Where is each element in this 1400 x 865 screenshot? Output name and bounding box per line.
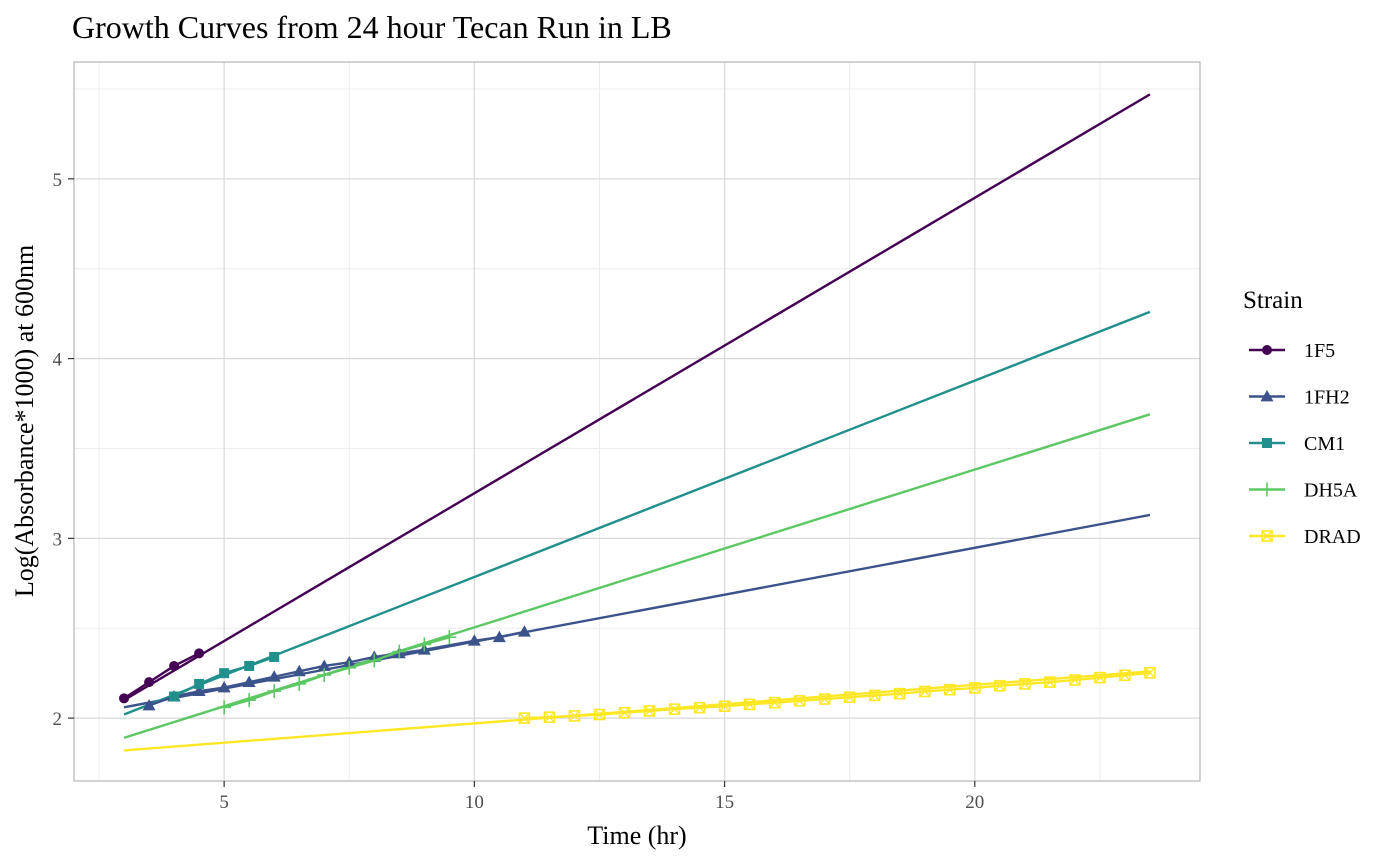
minor-gridlines [74,62,1200,781]
data-point-dh5a [317,667,332,682]
legend-item-dh5a: DH5A [1249,480,1358,502]
panel-border [73,61,1201,782]
data-point-drad [968,682,981,694]
data-point-drad [943,683,956,696]
y-tick-label: 2 [53,709,63,730]
data-point-1fh2 [267,670,281,682]
data-point-drad [693,701,706,714]
data-point-1fh2 [517,625,531,637]
data-point-1fh2 [217,681,231,693]
x-axis: 5 10 15 20 [219,781,984,813]
data-point-drad [1119,669,1131,682]
data-point-cm1 [244,660,255,671]
legend-label: 1FH2 [1304,387,1350,409]
legend-key-marker [1260,390,1274,402]
data-point-drad [593,708,606,721]
data-point-drad [768,696,781,709]
legend-label: DH5A [1304,480,1358,502]
legend-item-1f5: 1F5 [1249,340,1335,362]
data-point-1fh2 [292,664,306,677]
data-point-1f5 [144,677,155,688]
data-point-drad [1144,666,1156,679]
data-point-drad [668,703,681,715]
y-tick-label: 3 [53,529,63,550]
data-point-1f5 [119,693,130,704]
data-point-dh5a [442,630,457,645]
legend-item-1fh2: 1FH2 [1249,387,1350,409]
data-point-dh5a [367,653,382,668]
fit-line-1f5 [123,93,1151,702]
fit-line-cm1 [123,310,1151,716]
data-point-dh5a [392,644,407,659]
data-point-cm1 [269,651,280,662]
data-point-drad [918,685,931,698]
legend-key-marker [1262,438,1272,448]
data-point-1f5 [194,648,205,659]
data-point-dh5a [292,676,307,691]
data-points [119,625,1156,724]
data-point-drad [868,689,881,702]
y-tick-label: 5 [53,170,63,191]
x-tick-label: 10 [465,792,484,813]
data-point-1f5 [169,660,180,671]
data-point-dh5a [417,637,432,652]
data-point-drad [1044,676,1056,688]
data-point-drad [818,693,831,705]
data-point-drad [793,695,806,707]
legend-key-marker [1260,482,1274,497]
x-tick-label: 15 [715,792,734,813]
data-point-drad [893,687,906,700]
data-line-1fh2 [148,630,525,707]
data-point-dh5a [217,700,232,715]
data-point-1fh2 [142,699,156,711]
legend-label: CM1 [1304,433,1345,455]
data-point-drad [994,679,1006,692]
x-axis-title: Time (hr) [587,821,686,850]
data-point-cm1 [169,691,180,702]
x-tick-label: 5 [219,792,229,813]
data-point-dh5a [242,693,257,708]
data-point-drad [843,691,856,704]
data-point-1fh2 [192,684,206,696]
data-point-1fh2 [317,659,331,671]
data-point-dh5a [342,660,357,675]
y-axis-title: Log(Absorbance*1000) at 600nm [10,245,39,597]
legend-item-cm1: CM1 [1249,433,1345,455]
legend-key-marker [1261,530,1273,542]
data-point-drad [568,710,581,722]
legend: Strain 1F5 1FH2 CM1 DH5A DRAD [1243,287,1361,548]
data-point-drad [618,706,631,719]
data-point-drad [743,698,756,711]
data-point-cm1 [194,678,205,689]
y-axis: 2 3 4 5 [53,170,74,730]
data-point-drad [518,712,531,724]
chart-title: Growth Curves from 24 hour Tecan Run in … [72,9,672,45]
data-point-1fh2 [492,630,506,643]
data-point-drad [1069,674,1081,686]
legend-key-marker [1262,345,1272,355]
legend-label: 1F5 [1304,340,1335,362]
data-point-1fh2 [242,675,256,688]
data-point-cm1 [219,668,230,679]
legend-title: Strain [1243,287,1303,314]
data-point-drad [543,711,556,723]
data-line-dh5a [223,636,450,709]
data-point-1fh2 [467,634,481,646]
y-tick-label: 4 [53,350,63,371]
data-line-drad [524,671,1151,720]
legend-label: DRAD [1304,526,1361,548]
data-point-drad [643,705,656,717]
data-point-dh5a [267,684,282,699]
data-point-drad [718,700,731,713]
major-gridlines [74,62,1200,781]
data-line-1f5 [123,652,200,700]
data-point-drad [1094,671,1106,684]
legend-item-drad: DRAD [1249,526,1361,548]
x-tick-label: 20 [965,792,984,813]
data-point-drad [1019,678,1031,690]
